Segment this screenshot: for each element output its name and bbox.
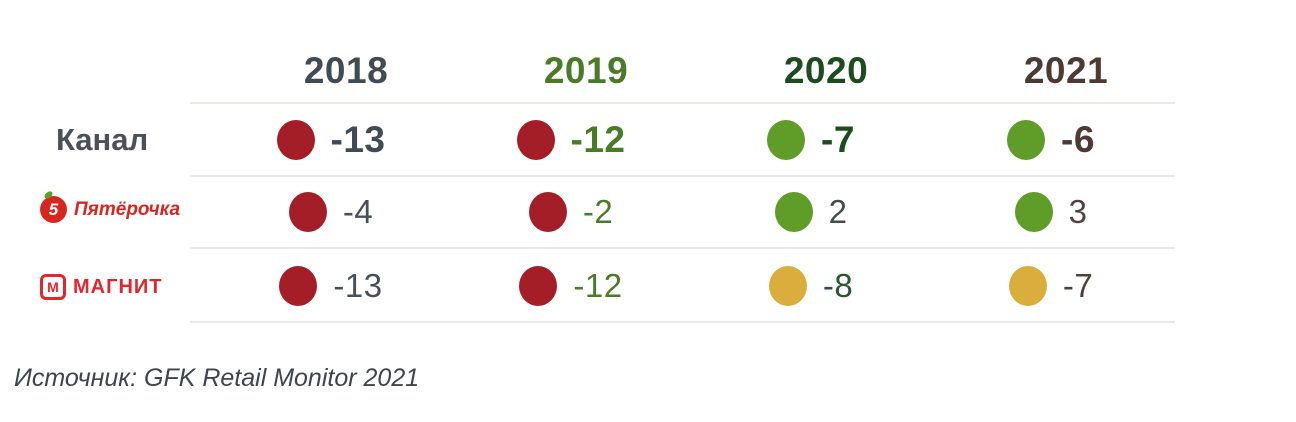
cell-value: -4 bbox=[342, 193, 374, 230]
cell-value: -6 bbox=[1061, 119, 1095, 160]
cell-pyaterochka-2018: -4 bbox=[226, 183, 466, 241]
cell-magnit-2018: -13 bbox=[226, 257, 466, 315]
status-dot-red-icon bbox=[279, 266, 318, 306]
cell-value: 2 bbox=[828, 193, 848, 230]
year-header-2019: 2019 bbox=[543, 50, 629, 91]
pyaterochka-five-glyph: 5 bbox=[48, 200, 59, 219]
cell-value: -13 bbox=[330, 119, 386, 160]
cell-value: -7 bbox=[821, 119, 855, 160]
table-rule bbox=[190, 175, 1175, 177]
status-dot-yellow-icon bbox=[1008, 266, 1047, 306]
year-header-2018: 2018 bbox=[303, 50, 389, 91]
status-dot-red-icon bbox=[276, 120, 315, 160]
year-header-2020: 2020 bbox=[783, 50, 869, 91]
table-rule bbox=[190, 247, 1175, 249]
magnit-m-glyph: М bbox=[47, 279, 59, 295]
cell-value: -13 bbox=[333, 267, 383, 304]
status-dot-green-icon bbox=[1007, 120, 1046, 160]
magnit-logo-icon: М bbox=[40, 274, 66, 300]
magnit-logo: М МАГНИТ bbox=[40, 274, 162, 300]
cell-pyaterochka-2020: 2 bbox=[706, 183, 946, 241]
year-header-2021: 2021 bbox=[1023, 50, 1109, 91]
cell-pyaterochka-2019: -2 bbox=[466, 183, 706, 241]
cell-value: -12 bbox=[573, 267, 623, 304]
table-rule bbox=[190, 102, 1175, 104]
row-label-channel: Канал bbox=[56, 122, 149, 157]
cell-magnit-2019: -12 bbox=[466, 257, 706, 315]
cell-channel-2021: -6 bbox=[946, 111, 1186, 169]
status-dot-green-icon bbox=[767, 120, 806, 160]
source-caption: Источник: GFK Retail Monitor 2021 bbox=[14, 364, 420, 392]
status-dot-green-icon bbox=[1014, 192, 1053, 232]
pyaterochka-logo-icon: 5 bbox=[40, 190, 67, 223]
status-dot-red-icon bbox=[288, 192, 327, 232]
cell-value: -7 bbox=[1062, 267, 1094, 304]
cell-value: -2 bbox=[582, 193, 614, 230]
pyaterochka-logo: 5 Пятёрочка bbox=[40, 190, 181, 223]
status-dot-yellow-icon bbox=[768, 266, 807, 306]
status-dot-green-icon bbox=[774, 192, 813, 232]
status-dot-red-icon bbox=[519, 266, 558, 306]
magnit-logo-text: МАГНИТ bbox=[73, 275, 163, 298]
status-dot-red-icon bbox=[528, 192, 567, 232]
cell-value: 3 bbox=[1068, 193, 1088, 230]
leaf-icon bbox=[43, 190, 54, 200]
cell-channel-2020: -7 bbox=[706, 111, 946, 169]
status-dot-red-icon bbox=[516, 120, 555, 160]
pyaterochka-logo-text: Пятёрочка bbox=[74, 198, 181, 220]
table-rule bbox=[190, 321, 1175, 323]
cell-magnit-2020: -8 bbox=[706, 257, 946, 315]
cell-pyaterochka-2021: 3 bbox=[946, 183, 1186, 241]
cell-channel-2019: -12 bbox=[466, 111, 706, 169]
cell-value: -8 bbox=[822, 267, 854, 304]
cell-value: -12 bbox=[570, 119, 626, 160]
cell-magnit-2021: -7 bbox=[946, 257, 1186, 315]
cell-channel-2018: -13 bbox=[226, 111, 466, 169]
